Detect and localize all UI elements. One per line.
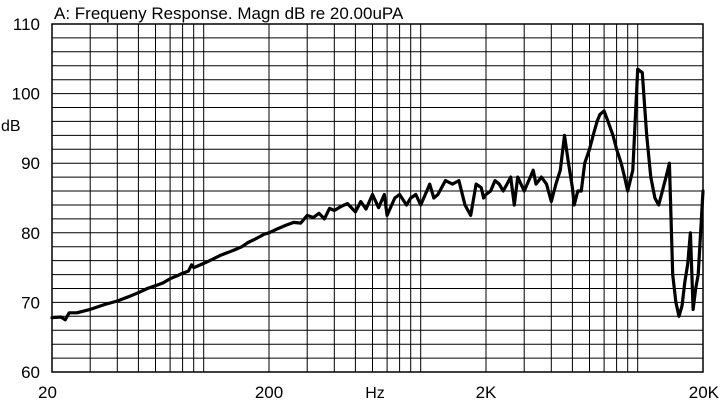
x-tick-label: 2K: [476, 383, 497, 401]
y-tick-label: 110: [13, 15, 40, 34]
x-tick-label: 200: [255, 383, 283, 401]
x-tick-label: 20K: [689, 383, 720, 401]
plot-frame: [51, 23, 704, 373]
y-tick-label: 60: [21, 363, 40, 382]
y-tick-label: 80: [21, 224, 40, 243]
axis-layer: 60 70 80 90 100 110 20 200 2K 20K: [12, 15, 720, 401]
y-axis-label: dB: [1, 118, 21, 135]
chart-title: A: Frequeny Response. Magn dB re 20.00uP…: [54, 4, 404, 23]
grid: [51, 23, 704, 373]
series-layer: [50, 67, 705, 322]
y-tick-label: 90: [21, 154, 40, 173]
y-tick-label: 70: [21, 293, 40, 312]
response-curve: [50, 67, 705, 322]
x-tick-label: 20: [38, 383, 57, 401]
y-tick-label: 100: [12, 85, 40, 104]
x-axis-label: Hz: [365, 385, 385, 401]
